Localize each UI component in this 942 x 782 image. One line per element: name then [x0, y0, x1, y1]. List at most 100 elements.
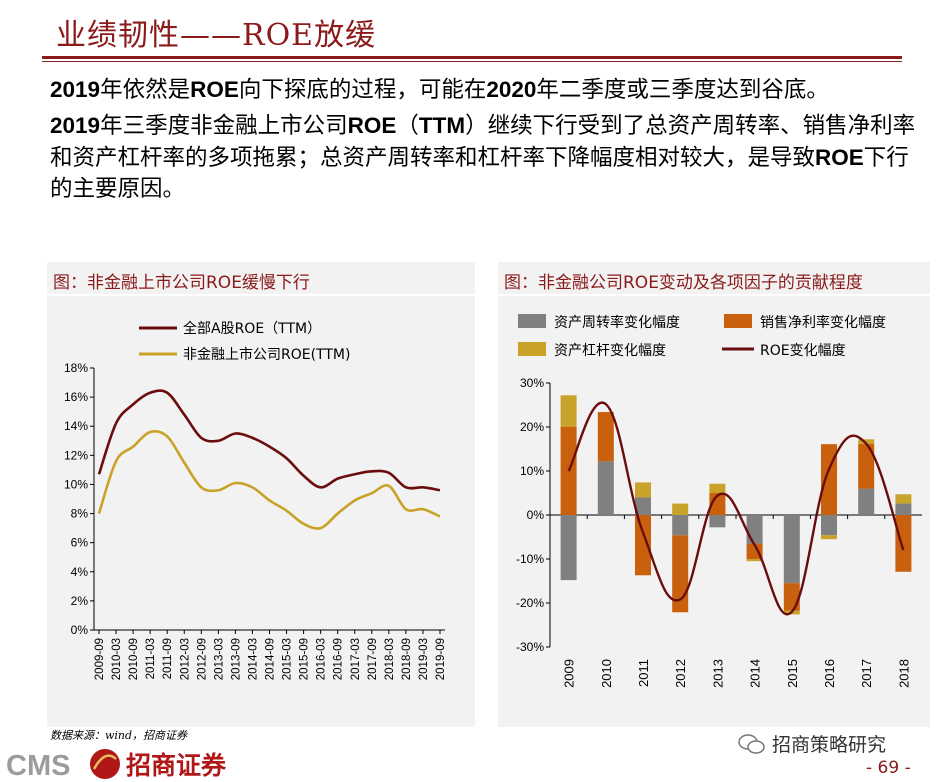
- wechat-icon: [738, 733, 765, 754]
- body-text: 2019年依然是ROE向下探底的过程，可能在2020年二季度或三季度达到谷底。 …: [50, 74, 926, 209]
- x-tick-label: 2018-09: [401, 638, 413, 680]
- bar-0-2010: [597, 461, 614, 515]
- text-run: 2019: [50, 77, 101, 102]
- bar-0-2012: [672, 515, 689, 536]
- x-tick-label: 2014-09: [265, 638, 277, 680]
- bar-1-2010: [597, 412, 614, 462]
- series-line-1: [97, 429, 441, 530]
- y-tick-label: 18%: [64, 361, 88, 375]
- paragraph-1: 2019年依然是ROE向下探底的过程，可能在2020年二季度或三季度达到谷底。: [50, 74, 926, 106]
- x-tick-label: 2010-03: [111, 638, 123, 680]
- text-run: 年三季度非金融上市公司: [100, 113, 348, 139]
- legend-label: 资产杠杆变化幅度: [554, 343, 666, 359]
- bar-2-2018: [895, 494, 912, 504]
- bar-2-2011: [635, 482, 651, 498]
- legend-swatch: [518, 314, 546, 328]
- text-run: 年二季度或三季度达到谷底。: [536, 77, 829, 103]
- title-divider-thin: [42, 61, 902, 62]
- x-tick-label: 2013-03: [213, 638, 225, 680]
- legend-label: 销售净利率变化幅度: [760, 314, 886, 331]
- legend-swatch: [724, 314, 752, 328]
- panel-divider: [498, 294, 930, 296]
- bar-1-2012: [672, 535, 689, 613]
- y-tick-label: 0%: [527, 508, 545, 522]
- text-run: ROE: [190, 77, 239, 102]
- left-chart-title: 图：非金融上市公司ROE缓慢下行: [53, 273, 310, 293]
- watermark: 招商策略研究: [738, 730, 886, 757]
- bar-0-2017: [858, 488, 875, 515]
- text-run: TTM: [418, 113, 466, 138]
- x-tick-label: 2019-03: [418, 638, 430, 680]
- x-tick-label: 2015-09: [299, 638, 311, 680]
- panel-divider: [47, 294, 475, 296]
- bar-2-2016: [821, 535, 837, 540]
- text-run: （: [396, 113, 419, 139]
- bar-1-2011: [635, 515, 651, 576]
- x-tick-label: 2019-09: [435, 638, 447, 680]
- x-tick-label: 2015: [785, 659, 800, 688]
- x-tick-label: 2012-03: [179, 638, 191, 680]
- x-tick-label: 2017-09: [367, 638, 379, 680]
- y-tick-label: -20%: [516, 596, 544, 610]
- text-run: 2020: [486, 77, 537, 102]
- x-tick-label: 2011: [636, 659, 651, 687]
- y-tick-label: 8%: [71, 507, 89, 521]
- right-chart-title: 图：非金融公司ROE变动及各项因子的贡献程度: [504, 273, 863, 293]
- text-run: ROE: [347, 113, 397, 138]
- left-chart-panel: 图：非金融上市公司ROE缓慢下行 全部A股ROE（TTM） 非金融上市公司ROE(…: [47, 262, 475, 727]
- roe-line-chart: 全部A股ROE（TTM） 非金融上市公司ROE(TTM) 0% 2% 4% 6% 8% 10%…: [64, 320, 447, 680]
- bar-0-2011: [635, 497, 651, 515]
- y-tick-label: 4%: [71, 565, 89, 579]
- text-run: 2019: [50, 113, 101, 138]
- y-tick-label: 20%: [520, 420, 544, 434]
- text-run: ）继续下行受到了总资产周转率、销售净利率和资产杠杆率的多项拖累；总资产周转率和杠…: [50, 113, 916, 171]
- y-tick-label: 10%: [520, 464, 544, 478]
- svg-text:招商证券: 招商证券: [126, 751, 227, 780]
- cms-logo: CMS 招商证券: [6, 749, 227, 781]
- x-tick-label: 2018: [896, 659, 911, 688]
- bar-2-2014: [746, 559, 763, 562]
- bar-2-2017: [858, 439, 875, 444]
- series-line-0: [97, 389, 441, 492]
- x-tick-label: 2013-09: [230, 638, 242, 680]
- x-tick-label: 2018-03: [384, 638, 396, 680]
- y-tick-label: 14%: [64, 419, 88, 433]
- legend-swatch: [518, 342, 546, 356]
- paragraph-2: 2019年三季度非金融上市公司ROE（TTM）继续下行受到了总资产周转率、销售净…: [50, 110, 926, 205]
- y-tick-label: -10%: [516, 552, 544, 566]
- bar-0-2009: [560, 515, 577, 581]
- title-divider: [42, 56, 902, 59]
- data-source: 数据来源：wind，招商证券: [50, 729, 188, 742]
- x-tick-label: 2015-03: [282, 638, 294, 680]
- x-tick-label: 2011-03: [145, 638, 157, 679]
- svg-text:CMS: CMS: [6, 750, 70, 781]
- watermark-text: 招商策略研究: [772, 734, 887, 756]
- bar-2-2013: [709, 483, 726, 493]
- y-tick-label: 16%: [64, 390, 88, 404]
- y-tick-label: 6%: [71, 536, 89, 550]
- x-tick-label: 2010: [599, 659, 614, 688]
- y-tick-label: 0%: [71, 623, 89, 637]
- bar-1-2015: [783, 583, 800, 611]
- y-tick-label: 30%: [520, 376, 544, 390]
- text-run: ROE: [815, 145, 864, 170]
- y-tick-label: -30%: [516, 640, 544, 654]
- legend-label: ROE变化幅度: [760, 343, 846, 359]
- x-tick-label: 2009-09: [94, 638, 106, 680]
- bar-0-2013: [709, 515, 726, 528]
- x-tick-label: 2016: [822, 659, 837, 688]
- legend-label: 非金融上市公司ROE(TTM): [183, 346, 350, 363]
- page-number: - 69 -: [866, 758, 911, 778]
- x-tick-label: 2012: [673, 659, 688, 688]
- roe-change-line: [567, 401, 905, 616]
- x-tick-label: 2016-03: [316, 638, 328, 680]
- x-tick-label: 2012-09: [196, 638, 208, 680]
- text-run: 年依然是: [100, 77, 191, 103]
- x-tick-label: 2014-03: [247, 638, 259, 680]
- bar-0-2018: [895, 503, 912, 515]
- bar-0-2014: [746, 515, 763, 544]
- bar-1-2017: [858, 443, 875, 489]
- x-tick-label: 2010-09: [128, 638, 140, 680]
- x-tick-label: 2013: [710, 659, 725, 688]
